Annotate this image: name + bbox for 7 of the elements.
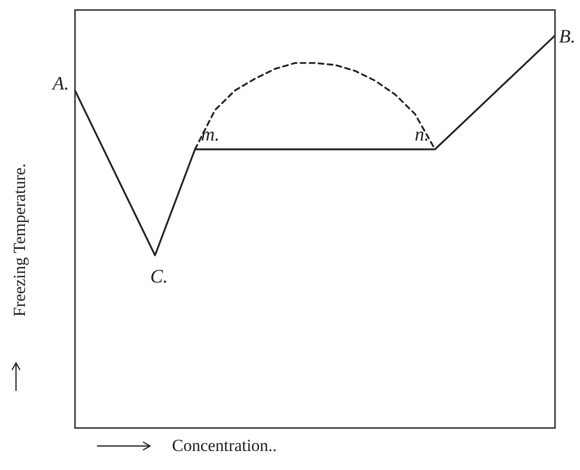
text: B. [559,26,576,48]
annotation: C. [150,266,168,288]
x-axis-title: Concentration.. [172,436,277,456]
annotation: n. [414,124,429,146]
text: A. [50,73,69,94]
annotation: m. [201,124,220,146]
y-axis-title: Freezing Temperature. [10,163,30,317]
